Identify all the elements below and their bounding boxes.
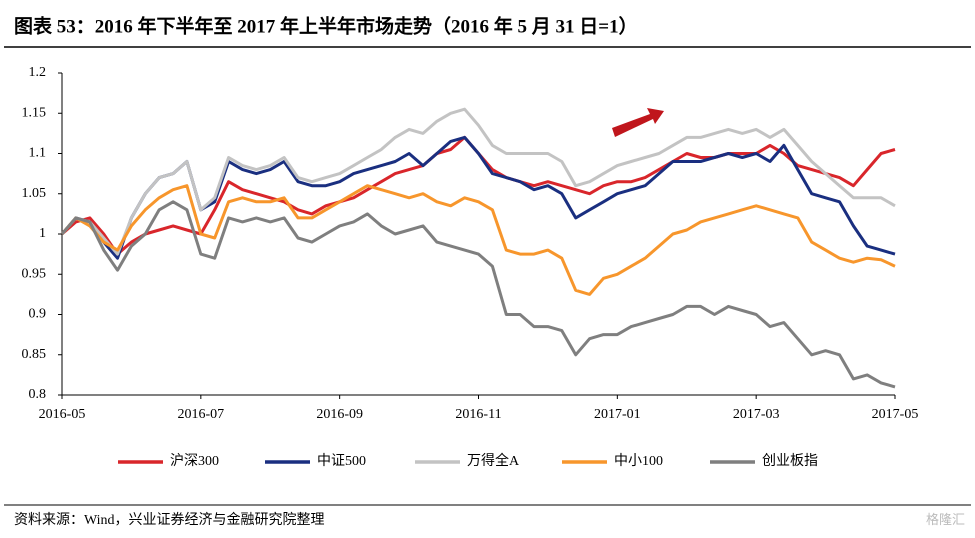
legend-label: 沪深300 bbox=[170, 453, 219, 469]
y-tick-label: 0.8 bbox=[29, 387, 47, 402]
legend-label: 中小100 bbox=[614, 453, 663, 469]
legend-label: 万得全A bbox=[467, 452, 520, 469]
x-tick-label: 2017-03 bbox=[733, 407, 780, 422]
plot: 0.8 0.85 0.9 0.95 1 1.05 1.1 1.15 1.2 2016-05 2016… bbox=[22, 65, 919, 469]
source: 资料来源：Wind，兴业证券经济与金融研究院整理 bbox=[14, 512, 325, 528]
trend-arrow bbox=[612, 108, 664, 137]
legend-label: 中证500 bbox=[317, 453, 366, 469]
x-tick-label: 2016-11 bbox=[455, 407, 501, 422]
y-tick-label: 1.15 bbox=[22, 105, 47, 120]
legend-label: 创业板指 bbox=[762, 453, 818, 469]
y-tick-label: 1.1 bbox=[29, 146, 47, 161]
y-tick-label: 0.85 bbox=[22, 347, 47, 362]
x-tick-label: 2016-09 bbox=[316, 407, 363, 422]
chart-title: 图表 53：2016 年下半年至 2017 年上半年市场走势（2016 年 5 … bbox=[14, 14, 638, 37]
series-line bbox=[60, 107, 896, 256]
x-tick-label: 2017-05 bbox=[872, 407, 919, 422]
series-line bbox=[60, 200, 896, 389]
y-tick-label: 1.05 bbox=[22, 186, 47, 201]
x-tick-label: 2017-01 bbox=[594, 407, 641, 422]
series-line bbox=[60, 135, 896, 260]
y-tick-label: 1 bbox=[39, 226, 46, 241]
watermark: 格隆汇 bbox=[926, 512, 965, 527]
y-tick-label: 0.9 bbox=[29, 307, 47, 322]
x-tick-label: 2016-07 bbox=[177, 407, 224, 422]
series-line bbox=[60, 184, 896, 296]
x-tick-label: 2016-05 bbox=[39, 407, 86, 422]
y-tick-label: 0.95 bbox=[22, 266, 47, 281]
y-tick-label: 1.2 bbox=[29, 65, 47, 80]
